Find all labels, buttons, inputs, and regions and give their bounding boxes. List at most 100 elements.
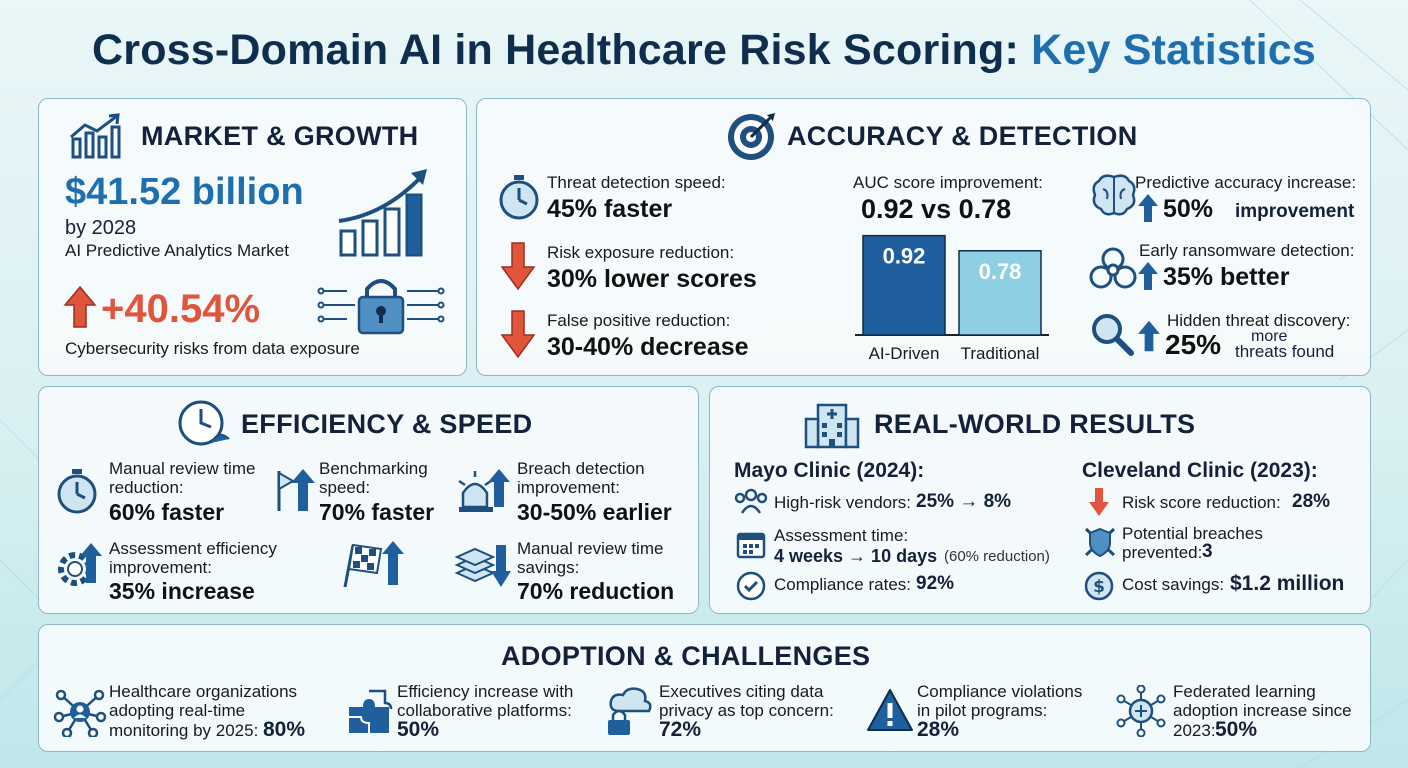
adoption-3-value: 72% [659, 718, 702, 741]
chart-bar-ai-driven [862, 234, 946, 336]
stack-down-icon [455, 545, 511, 587]
results-heading: REAL-WORLD RESULTS [874, 409, 1196, 439]
flag-arrow-icon [277, 469, 315, 511]
cleveland-cost-value: $1.2 million [1230, 572, 1345, 595]
review-savings-label-1: Manual review time [517, 539, 664, 558]
chart-category-label: Traditional [961, 344, 1040, 363]
down-arrow-icon [1089, 488, 1109, 516]
hidden-threat-suffix-1: more [1251, 328, 1288, 345]
hospital-icon [804, 403, 860, 449]
adoption-1-line-3: monitoring by 2025: [109, 721, 259, 740]
assessment-efficiency-value: 35% increase [109, 578, 255, 604]
adoption-challenges-panel: ADOPTION & CHALLENGES Healthcare organiz… [38, 624, 1371, 752]
adoption-heading: ADOPTION & CHALLENGES [501, 641, 871, 671]
chart-value-label: 0.92 [883, 244, 926, 269]
dollar-coin-icon: $ [1084, 571, 1114, 601]
people-icon [734, 488, 768, 514]
chart-bar-traditional [958, 250, 1042, 336]
padlock-circuit-icon [317, 279, 445, 335]
adoption-4-line-1: Compliance violations [917, 682, 1083, 701]
mayo-vendors-value: 25% → 8% [916, 491, 1012, 512]
threat-speed-value: 45% faster [547, 195, 673, 223]
real-world-results-panel: REAL-WORLD RESULTS Mayo Clinic (2024): H… [709, 386, 1371, 614]
mayo-assess-note: (60% reduction) [944, 548, 1050, 565]
adoption-5-line-2: adoption increase since [1173, 701, 1352, 720]
adoption-1-line-2: adopting real-time [109, 701, 246, 720]
checkmark-icon [736, 571, 766, 601]
cleveland-breach-label-2: prevented: [1122, 543, 1203, 562]
cleveland-breach-value: 3 [1202, 541, 1213, 562]
adoption-4-value: 28% [917, 718, 960, 741]
market-growth-caption: Cybersecurity risks from data exposure [65, 339, 360, 358]
breach-detection-label-1: Breach detection [517, 459, 645, 478]
cleveland-breach-label-1: Potential breaches [1122, 524, 1263, 543]
review-savings-label-2: savings: [517, 558, 580, 577]
title-accent: Key Statistics [1031, 26, 1316, 74]
market-growth-panel: MARKET & GROWTH $41.52 billion by 2028 A… [38, 98, 467, 376]
auc-bar-chart: 0.92 AI-Driven 0.78 Traditional [855, 234, 1049, 363]
warning-icon [867, 689, 913, 731]
adoption-5-line-3: 2023: [1173, 721, 1216, 740]
market-value: $41.52 billion [65, 171, 304, 213]
breach-detection-label-2: improvement: [517, 478, 620, 497]
adoption-2-line-2: collaborative platforms: [397, 701, 572, 720]
chart-value-label: 0.78 [979, 259, 1022, 284]
cloud-lock-icon [608, 687, 652, 735]
adoption-3-line-2: privacy as top concern: [659, 701, 834, 720]
growth-chart-icon [70, 113, 121, 159]
down-arrow-icon [500, 310, 536, 359]
efficiency-speed-panel: EFFICIENCY & SPEED Manual review time re… [38, 386, 699, 614]
up-arrow-icon [1138, 194, 1158, 222]
adoption-2-value: 50% [397, 718, 440, 741]
mayo-compliance-label: Compliance rates: [774, 575, 912, 594]
adoption-5-value: 50% [1215, 718, 1258, 741]
accuracy-heading: ACCURACY & DETECTION [787, 121, 1138, 151]
predictive-accuracy-suffix: improvement [1235, 201, 1355, 222]
accuracy-detection-panel: ACCURACY & DETECTION Threat detection sp… [476, 98, 1371, 376]
cleveland-cost-label: Cost savings: [1122, 575, 1225, 594]
ransomware-value: 35% better [1163, 263, 1290, 291]
cleveland-risk-value: 28% [1292, 491, 1331, 512]
hidden-threat-value: 25% [1165, 329, 1222, 360]
biohazard-icon [1089, 247, 1137, 289]
network-hub-icon [53, 689, 107, 737]
hidden-threat-suffix-2: threats found [1235, 342, 1335, 361]
manual-review-label-1: Manual review time [109, 459, 256, 478]
up-arrow-icon [1138, 320, 1160, 352]
breach-detection-value: 30-50% earlier [517, 499, 672, 525]
manual-review-label-2: reduction: [109, 478, 184, 497]
up-arrow-icon [1138, 262, 1158, 290]
puzzle-icon [349, 689, 393, 733]
efficiency-heading: EFFICIENCY & SPEED [241, 409, 533, 439]
stopwatch-icon [57, 469, 97, 514]
up-arrow-icon [63, 285, 97, 328]
page-title: Cross-Domain AI in Healthcare Risk Scori… [0, 26, 1408, 75]
benchmarking-label-1: Benchmarking [319, 459, 428, 478]
benchmarking-value: 70% faster [319, 499, 435, 525]
predictive-accuracy-value: 50% [1163, 195, 1214, 223]
market-growth-value: +40.54% [101, 287, 261, 331]
down-arrow-icon [500, 242, 536, 291]
market-heading: MARKET & GROWTH [141, 121, 419, 151]
clock-icon [178, 400, 230, 446]
checkered-flag-icon [343, 541, 404, 588]
market-year: by 2028 [65, 217, 137, 239]
title-main: Cross-Domain AI in Healthcare Risk Scori… [92, 26, 1019, 74]
magnifier-icon [1092, 314, 1134, 356]
mayo-clinic-name: Mayo Clinic (2024): [734, 459, 925, 482]
alarm-icon [458, 469, 510, 512]
mayo-compliance-value: 92% [916, 573, 955, 594]
threat-speed-label: Threat detection speed: [547, 173, 726, 192]
adoption-1-line-1: Healthcare organizations [109, 682, 298, 701]
predictive-accuracy-label: Predictive accuracy increase: [1135, 173, 1357, 192]
adoption-3-line-1: Executives citing data [659, 682, 824, 701]
gear-arrow-icon [58, 543, 102, 586]
brain-icon [1092, 174, 1136, 216]
rising-bars-icon [338, 169, 427, 257]
cleveland-risk-label: Risk score reduction: [1122, 493, 1281, 512]
false-positive-label: False positive reduction: [547, 311, 731, 330]
assessment-efficiency-label-1: Assessment efficiency [109, 539, 277, 558]
stopwatch-icon [499, 175, 539, 220]
adoption-4-line-2: in pilot programs: [917, 701, 1048, 720]
review-savings-value: 70% reduction [517, 578, 675, 604]
